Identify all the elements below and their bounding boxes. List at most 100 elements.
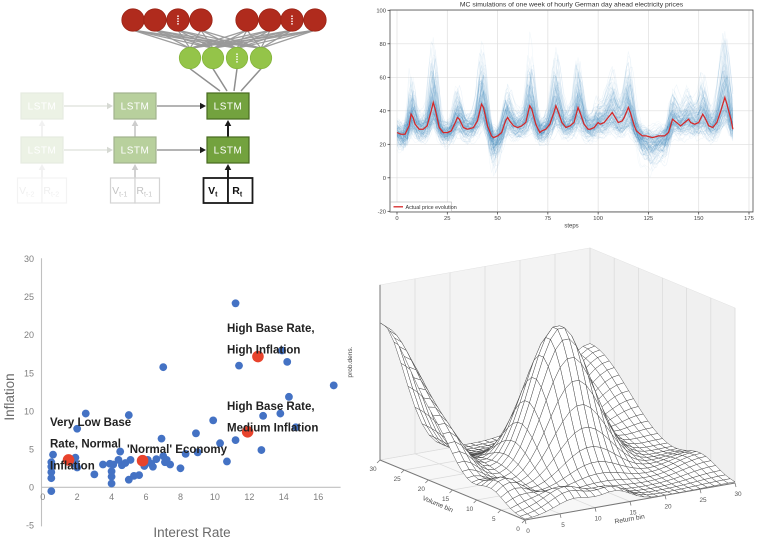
surface-x-tick-label: 10	[594, 516, 602, 523]
input-box-label: Vt	[208, 185, 218, 199]
mc-sim-line	[396, 104, 734, 146]
panel-mc-simulations-chart: 0 25 50 75 100 125 150 175 -20 0 20 40 60 80 100 MC sim…	[376, 2, 754, 230]
mc-sim-line	[396, 99, 734, 149]
output-layer-node	[258, 8, 282, 32]
mc-sim-line	[396, 70, 734, 153]
scatter-y-tick-label: 15	[24, 368, 34, 378]
scatter-point-blue	[166, 460, 175, 469]
mc-sim-line	[396, 70, 734, 155]
mc-sim-line	[396, 40, 734, 162]
scatter-annotation: High Base Rate, Medium Inflation	[227, 401, 318, 435]
scatter-point-red	[136, 454, 149, 467]
scatter-point-blue	[81, 409, 90, 418]
scatter-point-blue	[149, 462, 157, 471]
mc-sim-line	[396, 54, 734, 157]
mc-sim-line	[396, 65, 734, 154]
mc-sim-line	[396, 94, 734, 145]
mc-sim-line	[396, 106, 734, 148]
mc-x-tick-label: 125	[644, 216, 654, 222]
lstm-box	[113, 92, 157, 120]
mc-sim-line	[396, 64, 734, 178]
scatter-point-blue	[235, 361, 243, 370]
hidden-layer-node	[249, 46, 273, 70]
scatter-annotation: High Base Rate, High Inflation	[227, 323, 315, 357]
hidden-layer	[178, 46, 273, 70]
node-ellipsis-dot	[291, 15, 293, 17]
tick	[734, 482, 737, 488]
mc-sim-line	[396, 97, 734, 141]
mc-sim-line	[396, 64, 734, 164]
scatter-y-tick-label: 0	[29, 482, 34, 492]
input-box	[227, 177, 254, 204]
tick	[664, 495, 667, 500]
surface-x-tick-label: 30	[734, 491, 742, 498]
mc-sim-line	[396, 76, 734, 163]
scatter-point-blue	[193, 448, 202, 457]
scatter-point-blue	[283, 357, 292, 366]
mc-sim-line	[396, 89, 734, 148]
mc-sim-line	[396, 48, 733, 147]
arrow-head	[107, 102, 113, 110]
surface-y-tick-label: 15	[442, 496, 450, 503]
mc-y-tick-label: -20	[378, 209, 386, 215]
scatter-point-blue	[90, 470, 99, 479]
mc-y-tick-label: 80	[380, 42, 386, 48]
scatter-point-blue	[47, 487, 56, 496]
lstm-box-label: LSTM	[28, 102, 57, 113]
mc-sim-line	[396, 110, 734, 142]
surface-y-tick-label: 10	[466, 506, 474, 513]
scatter-point-blue	[73, 424, 82, 433]
output-layer-node	[143, 8, 167, 32]
network-edges	[132, 29, 316, 92]
surface-x-tick-label: 15	[629, 510, 637, 517]
edge-output-hidden	[260, 29, 316, 49]
panel-density-surface: 0 5 10 15 20 25 30 0 5 10 15 20 25 30 Return bin Volume…	[347, 247, 742, 535]
surface-zlabel: prob.dens.	[347, 346, 354, 377]
lstm-box	[206, 136, 250, 164]
scatter-point-blue	[135, 471, 144, 480]
tick	[425, 479, 429, 484]
mc-sim-line	[396, 80, 734, 149]
mc-sim-line	[396, 102, 734, 146]
scatter-y-tick-label: 25	[24, 292, 34, 302]
mc-sim-line	[396, 67, 734, 173]
mc-y-tick-label: 100	[376, 8, 386, 14]
scatter-annotation: 'Normal' Economy	[127, 444, 228, 456]
scatter-point-blue	[157, 434, 166, 443]
mc-sim-line	[396, 78, 734, 145]
mc-sim-line	[396, 49, 734, 167]
surface-y-tick-label: 20	[418, 486, 426, 493]
arrow-col2-col3-head	[200, 146, 206, 154]
mc-sim-line	[396, 105, 734, 147]
scatter-point-blue	[124, 411, 133, 419]
node-ellipsis-dot	[291, 20, 293, 23]
mc-sim-line	[396, 62, 734, 165]
annotation-line: High Base Rate,	[227, 401, 315, 413]
scatter-ylabel: Inflation	[2, 373, 17, 420]
mc-sim-line	[396, 73, 734, 146]
mc-sim-line	[396, 96, 734, 148]
lstm-box	[113, 136, 157, 164]
mc-sim-line	[396, 62, 734, 146]
edge-output-hidden	[189, 29, 248, 49]
mc-sim-line	[396, 106, 734, 148]
edge-output-hidden	[189, 29, 202, 49]
edge-output-hidden	[177, 29, 191, 49]
annotation-line: High Base Rate,	[227, 323, 315, 335]
lstm-box	[20, 92, 64, 120]
mc-sim-line	[396, 110, 734, 143]
mc-sim-line	[396, 83, 734, 151]
lstm-box-label: LSTM	[121, 146, 150, 157]
node-ellipsis-dot	[236, 61, 238, 63]
mc-sim-line	[396, 106, 734, 152]
lstm-box-label: LSTM	[28, 146, 57, 157]
input-box	[109, 177, 136, 204]
scatter-x-tick-label: 0	[40, 492, 45, 502]
mc-sim-line	[396, 98, 734, 145]
mc-xlabel: steps	[564, 224, 578, 230]
scatter-point-blue	[176, 464, 185, 473]
mc-sim-line	[396, 31, 734, 177]
mc-y-tick-label: 20	[380, 142, 386, 148]
